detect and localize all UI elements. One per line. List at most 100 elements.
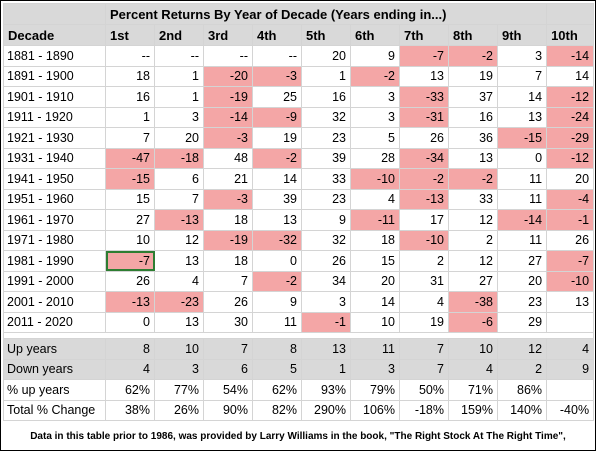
- cell[interactable]: -2: [350, 65, 400, 87]
- header-year-4[interactable]: 4th: [252, 24, 302, 46]
- cell[interactable]: 13: [154, 311, 204, 333]
- cell[interactable]: 18: [203, 209, 253, 231]
- cell[interactable]: 4: [350, 188, 400, 210]
- cell[interactable]: 13: [154, 250, 204, 272]
- cell[interactable]: -7: [546, 250, 595, 272]
- cell[interactable]: 1: [301, 65, 351, 87]
- total-change-cell[interactable]: -40%: [546, 399, 595, 421]
- total-change-cell[interactable]: 82%: [252, 399, 302, 421]
- cell[interactable]: 33: [448, 188, 498, 210]
- total-change-cell[interactable]: 159%: [448, 399, 498, 421]
- cell[interactable]: --: [203, 45, 253, 67]
- cell[interactable]: 27: [105, 209, 155, 231]
- cell[interactable]: 27: [448, 270, 498, 292]
- cell[interactable]: [546, 311, 595, 333]
- row-label[interactable]: 1981 - 1990: [3, 250, 106, 272]
- pct-up-cell[interactable]: 79%: [350, 379, 400, 401]
- total-change-cell[interactable]: 26%: [154, 399, 204, 421]
- summary-cell[interactable]: 7: [399, 358, 449, 380]
- cell[interactable]: 23: [301, 188, 351, 210]
- summary-label[interactable]: Down years: [3, 358, 106, 380]
- row-label[interactable]: 1951 - 1960: [3, 188, 106, 210]
- pct-up-cell[interactable]: 50%: [399, 379, 449, 401]
- summary-cell[interactable]: 1: [301, 358, 351, 380]
- header-year-2[interactable]: 2nd: [154, 24, 204, 46]
- cell[interactable]: 20: [496, 270, 548, 292]
- cell[interactable]: -14: [203, 106, 253, 128]
- cell[interactable]: 0: [496, 147, 548, 169]
- total-change-cell[interactable]: 38%: [105, 399, 155, 421]
- cell[interactable]: 34: [301, 270, 351, 292]
- cell[interactable]: --: [252, 45, 302, 67]
- cell[interactable]: --: [154, 45, 204, 67]
- summary-cell[interactable]: 7: [399, 338, 449, 360]
- cell[interactable]: -3: [203, 188, 253, 210]
- cell[interactable]: -7: [399, 45, 449, 67]
- cell[interactable]: -18: [154, 147, 204, 169]
- pct-up-cell[interactable]: 62%: [105, 379, 155, 401]
- cell[interactable]: 32: [301, 229, 351, 251]
- cell[interactable]: 30: [203, 311, 253, 333]
- pct-up-cell[interactable]: 31%: [546, 379, 595, 401]
- cell[interactable]: 23: [301, 127, 351, 149]
- cell[interactable]: 11: [496, 229, 548, 251]
- row-label[interactable]: 1941 - 1950: [3, 168, 106, 190]
- cell[interactable]: 9: [301, 209, 351, 231]
- cell[interactable]: 11: [496, 188, 548, 210]
- cell[interactable]: 14: [350, 291, 400, 313]
- cell[interactable]: -10: [350, 168, 400, 190]
- cell[interactable]: 26: [105, 270, 155, 292]
- cell[interactable]: -31: [399, 106, 449, 128]
- cell[interactable]: -3: [252, 65, 302, 87]
- cell[interactable]: 7: [203, 270, 253, 292]
- cell[interactable]: 14: [546, 65, 595, 87]
- cell[interactable]: 48: [203, 147, 253, 169]
- cell[interactable]: 25: [252, 86, 302, 108]
- cell[interactable]: 3: [350, 106, 400, 128]
- cell[interactable]: 19: [448, 65, 498, 87]
- cell[interactable]: 18: [350, 229, 400, 251]
- cell[interactable]: 26: [301, 250, 351, 272]
- row-label[interactable]: 1911 - 1920: [3, 106, 106, 128]
- cell[interactable]: 16: [448, 106, 498, 128]
- cell[interactable]: -1: [301, 311, 351, 333]
- cell[interactable]: 18: [203, 250, 253, 272]
- cell[interactable]: 39: [301, 147, 351, 169]
- cell[interactable]: 3: [350, 86, 400, 108]
- cell[interactable]: 23: [496, 291, 548, 313]
- cell[interactable]: -15: [105, 168, 155, 190]
- cell[interactable]: -15: [496, 127, 548, 149]
- row-label[interactable]: 2001 - 2010: [3, 291, 106, 313]
- cell[interactable]: 14: [252, 168, 302, 190]
- row-label[interactable]: 1901 - 1910: [3, 86, 106, 108]
- cell[interactable]: -19: [203, 229, 253, 251]
- total-change-label[interactable]: Total % Change: [3, 399, 106, 421]
- summary-cell[interactable]: 4: [105, 358, 155, 380]
- cell[interactable]: 5: [350, 127, 400, 149]
- row-label[interactable]: 1971 - 1980: [3, 229, 106, 251]
- cell[interactable]: -23: [154, 291, 204, 313]
- cell[interactable]: 13: [546, 291, 595, 313]
- cell[interactable]: 11: [252, 311, 302, 333]
- cell[interactable]: 3: [301, 291, 351, 313]
- cell[interactable]: --: [105, 45, 155, 67]
- cell[interactable]: 1: [154, 65, 204, 87]
- cell[interactable]: 13: [448, 147, 498, 169]
- summary-cell[interactable]: 5: [252, 358, 302, 380]
- pct-up-cell[interactable]: 93%: [301, 379, 351, 401]
- cell[interactable]: -3: [203, 127, 253, 149]
- cell[interactable]: 9: [350, 45, 400, 67]
- cell[interactable]: -1: [546, 209, 595, 231]
- cell[interactable]: 27: [496, 250, 548, 272]
- cell[interactable]: 16: [301, 86, 351, 108]
- cell[interactable]: -24: [546, 106, 595, 128]
- cell[interactable]: -9: [252, 106, 302, 128]
- row-label[interactable]: 1891 - 1900: [3, 65, 106, 87]
- row-label[interactable]: 2011 - 2020: [3, 311, 106, 333]
- cell[interactable]: 17: [399, 209, 449, 231]
- title-blank-cell[interactable]: [546, 3, 595, 25]
- cell[interactable]: 29: [496, 311, 548, 333]
- cell[interactable]: -13: [105, 291, 155, 313]
- cell[interactable]: -13: [154, 209, 204, 231]
- cell[interactable]: -11: [350, 209, 400, 231]
